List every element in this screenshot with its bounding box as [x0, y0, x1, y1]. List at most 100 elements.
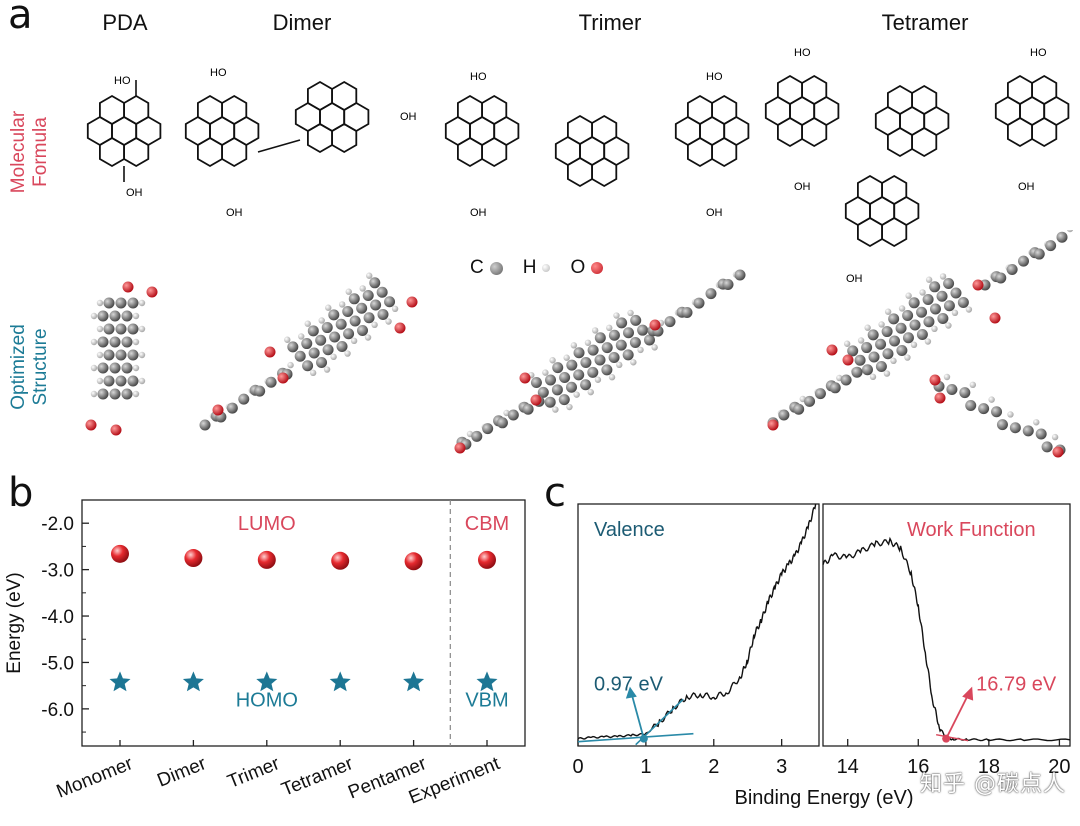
tetramer-oh-1: HO	[794, 47, 811, 59]
oxygen-atom	[110, 424, 122, 436]
hydrogen-atom	[606, 324, 613, 332]
oxygen-atom	[530, 394, 542, 406]
carbon-atom	[587, 344, 599, 356]
work-function-plot-frame	[822, 503, 1071, 747]
hydrogen-atom	[350, 337, 358, 345]
hydrogen-atom	[138, 351, 146, 359]
valence-onset-label: 0.97 eV	[594, 674, 664, 696]
lumo-point	[331, 551, 350, 570]
hydrogen-atom	[627, 309, 634, 317]
carbon-atom	[321, 322, 333, 334]
legend-label-c: C	[470, 257, 484, 278]
valence-x-tick-label: 0	[572, 756, 583, 778]
carbon-atom	[115, 375, 127, 387]
carbon-atom	[254, 385, 266, 397]
trimer-oh-4: OH	[706, 207, 723, 219]
carbon-atom	[1035, 428, 1047, 440]
hydrogen-atom	[1051, 433, 1059, 441]
hydrogen-atom	[884, 308, 892, 315]
tetramer-oh-5: OH	[846, 273, 863, 285]
carbon-atom	[287, 341, 299, 353]
carbon-atom	[115, 349, 127, 361]
hydrogen-atom	[883, 370, 891, 377]
hydrogen-atom	[371, 321, 378, 329]
hydrogen-atom	[132, 364, 140, 372]
hydrogen-atom	[132, 390, 140, 398]
carbon-atom	[103, 297, 115, 309]
carbon-atom	[307, 325, 319, 337]
trimer-oh-2: OH	[470, 207, 487, 219]
carbon-atom	[103, 375, 115, 387]
hydrogen-atom	[869, 373, 877, 381]
carbon-atom	[681, 307, 693, 319]
carbon-atom	[959, 387, 971, 399]
carbon-atom	[121, 362, 133, 374]
carbon-atom	[329, 331, 341, 343]
work-function-x-tick-label: 16	[907, 756, 929, 778]
carbon-atom	[551, 384, 563, 396]
carbon-atom	[608, 351, 620, 363]
hydrogen-atom	[951, 309, 959, 317]
homo-point	[476, 671, 498, 692]
y-tick-label: -3.0	[41, 561, 74, 582]
lumo-point	[184, 549, 203, 568]
carbon-atom	[889, 335, 901, 347]
carbon-atom	[507, 409, 519, 421]
carbon-atom	[199, 419, 211, 431]
homo-point	[403, 671, 425, 692]
atom-legend: C H O	[470, 257, 604, 279]
hydrogen-atom	[563, 354, 570, 361]
carbon-atom	[357, 324, 369, 336]
y-tick-label: -5.0	[41, 653, 74, 674]
hydrogen-atom	[138, 377, 146, 385]
carbon-atom	[616, 317, 628, 329]
lumo-point	[404, 552, 423, 571]
y-tick-label: -2.0	[41, 514, 74, 535]
homo-point	[256, 671, 278, 692]
carbon-atom	[1045, 240, 1057, 252]
carbon-atom	[829, 382, 841, 394]
carbon-atom	[544, 396, 556, 408]
carbon-atom	[384, 296, 396, 308]
hydrogen-atom	[988, 396, 995, 403]
carbon-atom	[496, 417, 508, 429]
hydrogen-atom	[591, 327, 599, 334]
hydrogen-atom	[552, 406, 559, 413]
carbon-atom	[97, 310, 109, 322]
carbon-atom	[601, 364, 613, 376]
hydrogen-atom	[573, 391, 580, 398]
hydrogen-atom	[1033, 419, 1040, 426]
carbon-atom	[916, 328, 928, 340]
carbon-atom	[376, 286, 388, 298]
carbon-atom	[693, 297, 705, 309]
valence-x-tick-label: 2	[708, 756, 719, 778]
carbon-atom	[882, 348, 894, 360]
carbon-atom	[302, 360, 314, 372]
carbon-atom	[552, 362, 564, 374]
carbon-atom	[530, 377, 542, 389]
oxygen-atom	[1052, 446, 1064, 458]
hydrogen-atom	[138, 325, 146, 333]
oxygen-atom	[277, 372, 289, 384]
carbon-atom	[936, 290, 948, 302]
carbon-atom	[103, 323, 115, 335]
carbon-atom	[127, 349, 139, 361]
carbon-atom	[978, 403, 990, 415]
hydrogen-atom	[344, 350, 351, 357]
carbon-atom	[127, 323, 139, 335]
hydrogen-atom	[364, 334, 372, 341]
x-tick-label: Trimer	[225, 753, 284, 793]
cbm-label: CBM	[465, 513, 509, 535]
optimized-structures	[85, 230, 1074, 458]
x-axis-label: Binding Energy (eV)	[735, 787, 914, 809]
carbon-atom	[115, 297, 127, 309]
carbon-atom	[946, 384, 958, 396]
y-tick-label: -4.0	[41, 607, 74, 628]
work-function-x-tick-label: 18	[978, 756, 1000, 778]
carbon-atom	[916, 306, 928, 318]
hydrogen-atom	[1066, 230, 1074, 233]
carbon-atom	[566, 359, 578, 371]
carbon-atom	[875, 338, 887, 350]
hydrogen-atom	[330, 353, 337, 361]
trimer-formula-unit-2	[556, 116, 629, 186]
